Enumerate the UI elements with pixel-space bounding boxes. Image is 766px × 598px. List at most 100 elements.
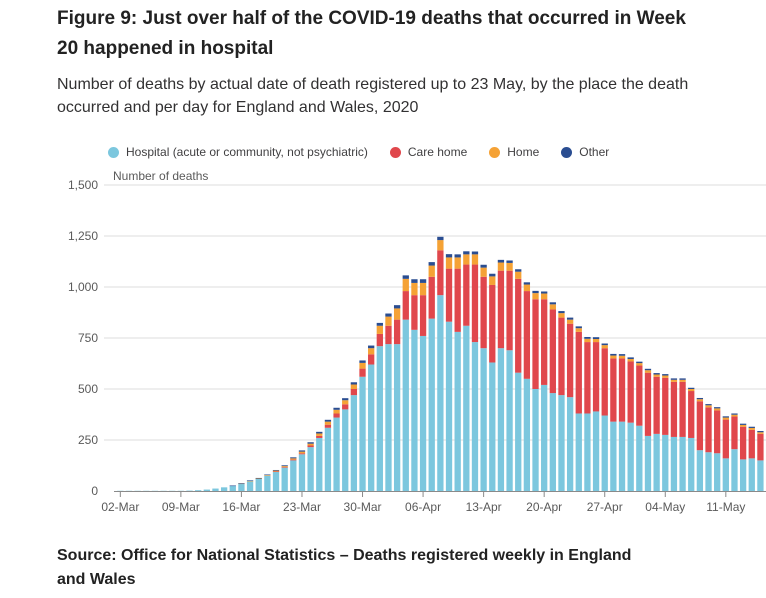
bar-segment bbox=[307, 443, 314, 446]
bar-segment bbox=[463, 254, 470, 265]
bar-segment bbox=[757, 433, 764, 461]
bar-segment bbox=[342, 398, 349, 401]
bar-segment bbox=[575, 328, 582, 332]
bar-segment bbox=[523, 291, 531, 379]
bar-segment bbox=[636, 425, 643, 491]
bar-segment bbox=[497, 348, 505, 491]
bar-segment bbox=[350, 384, 358, 389]
bar-segment bbox=[566, 323, 574, 398]
bar-segment bbox=[376, 325, 383, 334]
bar-segment bbox=[549, 309, 556, 394]
bar-segment bbox=[679, 378, 686, 380]
bar-segment bbox=[402, 291, 409, 320]
bar-segment bbox=[246, 480, 254, 481]
bar-segment bbox=[489, 273, 496, 277]
bar-segment bbox=[376, 346, 383, 491]
bar-segment bbox=[670, 381, 678, 437]
bar-segment bbox=[281, 465, 288, 467]
bar-segment bbox=[350, 395, 358, 491]
x-tick-label: 04-May bbox=[645, 500, 685, 514]
bar-segment bbox=[592, 337, 600, 340]
bar-segment bbox=[255, 478, 262, 491]
bar-segment bbox=[523, 284, 531, 292]
y-tick-label: 0 bbox=[91, 484, 98, 498]
bar-segment bbox=[393, 305, 401, 309]
bar-segment bbox=[428, 265, 435, 277]
bar-segment bbox=[411, 279, 418, 283]
bar-segment bbox=[463, 251, 470, 255]
bar-segment bbox=[385, 316, 392, 326]
bar-segment bbox=[342, 409, 349, 491]
bar-segment bbox=[584, 342, 591, 414]
bar-segment bbox=[739, 459, 747, 491]
x-tick-label: 30-Mar bbox=[344, 500, 382, 514]
bar-segment bbox=[748, 426, 755, 428]
bar-segment bbox=[497, 259, 505, 263]
bar-segment bbox=[489, 284, 496, 363]
bar-segment bbox=[480, 267, 487, 277]
bar-segment bbox=[445, 268, 453, 322]
x-tick-label: 13-Apr bbox=[466, 500, 502, 514]
bar-segment bbox=[281, 467, 288, 468]
bar-segment bbox=[558, 311, 565, 314]
legend-item-home[interactable]: Home bbox=[489, 145, 539, 159]
y-axis-label: Number of deaths bbox=[113, 169, 208, 183]
legend-label-home: Home bbox=[507, 145, 540, 159]
bar-segment bbox=[411, 282, 418, 296]
bar-segment bbox=[298, 450, 306, 452]
bar-segment bbox=[316, 431, 323, 434]
bar-segment bbox=[705, 452, 712, 491]
bar-segment bbox=[757, 460, 764, 491]
legend-item-other[interactable]: Other bbox=[561, 145, 609, 159]
bar-segment bbox=[506, 260, 513, 263]
bar-segment bbox=[627, 357, 634, 360]
bar-segment bbox=[471, 251, 479, 255]
bar-segment bbox=[566, 397, 574, 491]
legend-swatch-care-home bbox=[389, 146, 401, 158]
bar-segment bbox=[731, 449, 738, 491]
bar-segment bbox=[437, 250, 444, 296]
bar-segment bbox=[333, 413, 340, 418]
bar-segment bbox=[186, 490, 193, 492]
bar-segment bbox=[445, 321, 453, 491]
legend-item-care-home[interactable]: Care home bbox=[389, 145, 467, 159]
y-axis-ticks: 0 250 500 750 1,000 1,250 1,500 bbox=[68, 178, 98, 498]
bar-segment bbox=[333, 409, 340, 414]
bar-segment bbox=[402, 319, 409, 491]
bar-segment bbox=[290, 460, 297, 491]
bar-segment bbox=[618, 358, 626, 422]
bar-segment bbox=[541, 299, 548, 385]
y-tick-label: 250 bbox=[78, 433, 98, 447]
bar-segment bbox=[419, 295, 427, 336]
bar-segment bbox=[558, 395, 565, 491]
legend-item-hospital[interactable]: Hospital (acute or community, not psychi… bbox=[108, 145, 368, 159]
bar-segment bbox=[402, 278, 409, 292]
bar-segment bbox=[575, 413, 582, 491]
bar-segment bbox=[532, 299, 539, 389]
bar-segment bbox=[195, 490, 202, 491]
bar-segment bbox=[662, 374, 669, 376]
bar-segment bbox=[627, 361, 634, 423]
bar-segment bbox=[592, 342, 600, 412]
bar-segment bbox=[272, 471, 280, 491]
bar-segment bbox=[601, 345, 608, 349]
bar-segment bbox=[722, 458, 729, 491]
bar-segment bbox=[644, 372, 652, 436]
bar-segment bbox=[385, 313, 392, 317]
bar-segment bbox=[445, 254, 453, 258]
bar-segment bbox=[627, 422, 634, 491]
bar-segment bbox=[229, 485, 236, 487]
bar-segment bbox=[688, 391, 695, 438]
bar-segment bbox=[515, 372, 522, 491]
bar-segment bbox=[393, 319, 401, 345]
bar-segment bbox=[463, 264, 470, 326]
bar-segment bbox=[246, 481, 254, 491]
bar-segment bbox=[705, 407, 712, 453]
chart-title: Figure 9: Just over half of the COVID-19… bbox=[57, 8, 686, 59]
legend: Hospital (acute or community, not psychi… bbox=[108, 143, 631, 161]
bar-segment bbox=[601, 415, 608, 491]
bar-segment bbox=[601, 348, 608, 416]
bar-segment bbox=[316, 435, 323, 438]
bar-segment bbox=[220, 487, 228, 491]
bar-segment bbox=[757, 432, 764, 434]
